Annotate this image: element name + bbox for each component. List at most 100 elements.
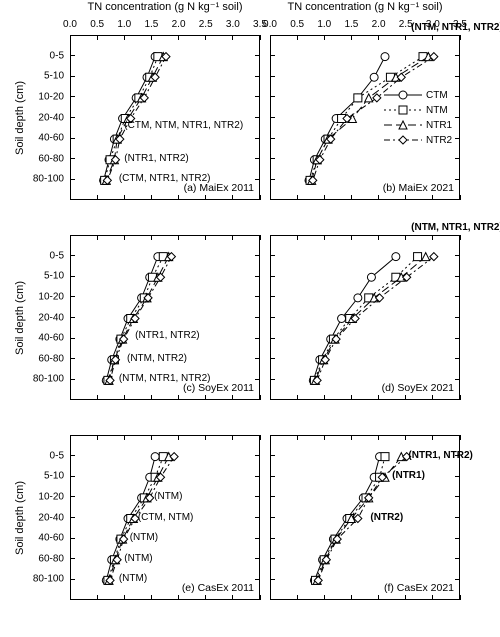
y-tick (270, 296, 275, 297)
x-tick (324, 595, 325, 600)
y-tick (455, 138, 460, 139)
y-tick (270, 517, 275, 518)
x-tick (432, 395, 433, 400)
x-tick-label: 0.5 (90, 19, 104, 30)
y-tick (455, 358, 460, 359)
y-tick (70, 476, 75, 477)
x-tick (270, 195, 271, 200)
x-tick (351, 235, 352, 240)
y-tick (455, 158, 460, 159)
x-tick-label: 2.0 (372, 19, 386, 30)
panel-svg (271, 236, 461, 401)
chart-annotation: (NTR1) (392, 470, 425, 481)
x-tick (324, 35, 325, 40)
x-tick-label: 2.0 (172, 19, 186, 30)
x-tick (260, 35, 261, 40)
x-tick (178, 435, 179, 440)
y-tick (70, 317, 75, 318)
y-tick (455, 276, 460, 277)
x-tick (297, 395, 298, 400)
y-tick-label: 5-10 (44, 471, 64, 482)
y-axis-title: Soil depth (cm) (14, 481, 26, 555)
y-tick (70, 379, 75, 380)
y-tick (455, 179, 460, 180)
x-tick-label: 1.5 (144, 19, 158, 30)
x-tick (232, 195, 233, 200)
x-tick (378, 195, 379, 200)
legend-swatch (384, 119, 422, 131)
x-tick (151, 235, 152, 240)
x-tick (151, 435, 152, 440)
x-tick (460, 435, 461, 440)
legend-entry-NTR1: NTR1 (384, 118, 452, 133)
y-tick (255, 338, 260, 339)
x-tick (178, 395, 179, 400)
y-tick-label: 40-60 (38, 333, 64, 344)
x-tick (205, 195, 206, 200)
y-tick (255, 455, 260, 456)
y-tick (455, 476, 460, 477)
y-tick-label: 20-40 (38, 112, 64, 123)
y-tick-label: 80-100 (33, 374, 64, 385)
y-tick (455, 55, 460, 56)
x-tick-label: 3.0 (226, 19, 240, 30)
y-tick (255, 538, 260, 539)
x-tick (178, 595, 179, 600)
chart-annotation: (NTR1, NTR2) (124, 153, 188, 164)
y-tick-label: 0-5 (50, 50, 64, 61)
x-tick (432, 35, 433, 40)
x-tick (260, 595, 261, 600)
x-tick (432, 195, 433, 200)
y-tick (270, 476, 275, 477)
x-tick (270, 595, 271, 600)
y-tick (455, 558, 460, 559)
y-tick (255, 579, 260, 580)
y-tick (70, 276, 75, 277)
x-tick (378, 595, 379, 600)
y-tick (455, 255, 460, 256)
x-tick (70, 35, 71, 40)
y-tick (70, 558, 75, 559)
y-tick-label: 60-80 (38, 553, 64, 564)
x-tick (378, 395, 379, 400)
x-tick (124, 395, 125, 400)
y-tick-label: 80-100 (33, 174, 64, 185)
y-tick (255, 296, 260, 297)
legend-label: NTM (426, 105, 448, 116)
x-tick (405, 195, 406, 200)
x-tick (205, 235, 206, 240)
x-axis-title: TN concentration (g N kg⁻¹ soil) (288, 0, 443, 13)
y-tick (70, 158, 75, 159)
x-tick (351, 395, 352, 400)
x-tick (270, 435, 271, 440)
y-tick (270, 558, 275, 559)
x-tick (232, 35, 233, 40)
x-tick (205, 595, 206, 600)
panel-label: (f) CasEx 2021 (384, 582, 454, 594)
y-tick (70, 517, 75, 518)
y-tick (70, 76, 75, 77)
x-tick (70, 195, 71, 200)
x-tick (97, 235, 98, 240)
y-tick-label: 10-20 (38, 91, 64, 102)
y-tick (455, 579, 460, 580)
x-tick (70, 235, 71, 240)
chart-annotation: (NTR1, NTR2) (408, 450, 472, 461)
x-tick (97, 595, 98, 600)
y-tick (255, 317, 260, 318)
x-tick (178, 195, 179, 200)
panel-svg (271, 436, 461, 601)
y-tick (255, 358, 260, 359)
y-tick-label: 10-20 (38, 491, 64, 502)
x-tick-label: 0.0 (63, 19, 77, 30)
chart-annotation: (NTR1, NTR2) (135, 330, 199, 341)
y-tick (270, 455, 275, 456)
legend: CTMNTMNTR1NTR2 (384, 88, 452, 148)
y-tick-label: 80-100 (33, 574, 64, 585)
y-tick (455, 117, 460, 118)
y-tick (270, 158, 275, 159)
x-tick (178, 235, 179, 240)
x-tick (270, 395, 271, 400)
y-tick-label: 0-5 (50, 450, 64, 461)
y-tick (255, 158, 260, 159)
